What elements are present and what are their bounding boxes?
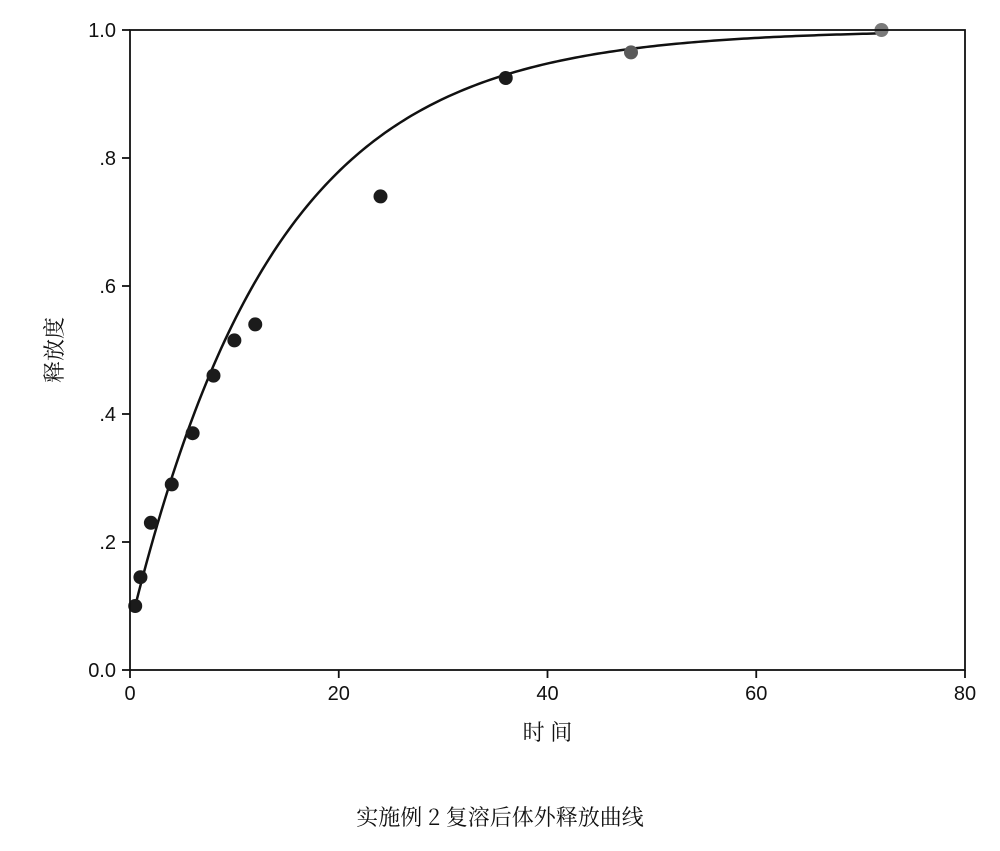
y-tick-label: .8 <box>99 148 116 170</box>
data-point <box>374 189 388 203</box>
x-tick-label: 20 <box>328 683 350 705</box>
y-tick-label: .4 <box>99 404 116 426</box>
data-point <box>186 426 200 440</box>
x-tick-label: 0 <box>124 683 135 705</box>
x-tick-label: 40 <box>536 683 558 705</box>
data-point <box>227 333 241 347</box>
data-point <box>624 45 638 59</box>
data-point <box>248 317 262 331</box>
y-tick-label: 0.0 <box>88 660 116 682</box>
data-point <box>133 570 147 584</box>
data-point <box>144 516 158 530</box>
y-tick-label: .6 <box>99 276 116 298</box>
y-axis-label: 释放度 <box>38 317 69 383</box>
y-tick-label: 1.0 <box>88 20 116 42</box>
data-point <box>499 71 513 85</box>
x-tick-label: 80 <box>954 683 976 705</box>
y-tick-label: .2 <box>99 532 116 554</box>
page: 0 20 40 60 80 0.0 .2 .4 .6 .8 1.0 时 间 释放度实施例 2 复溶后体外… <box>0 0 1000 851</box>
release-curve-chart: 0 20 40 60 80 0.0 .2 .4 .6 .8 1.0 时 间 释放度实施例 2 复溶后体外… <box>0 0 1000 851</box>
data-point <box>165 477 179 491</box>
data-point <box>207 369 221 383</box>
x-axis-label: 时 间 <box>523 716 573 747</box>
chart-bg <box>0 0 1000 851</box>
chart-caption: 实施例 2 复溶后体外释放曲线 <box>356 801 644 832</box>
x-tick-label: 60 <box>745 683 767 705</box>
